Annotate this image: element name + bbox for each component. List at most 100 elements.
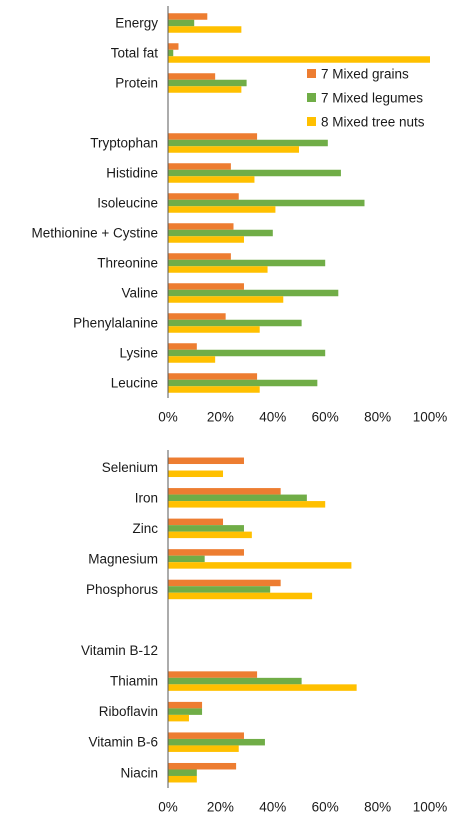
bar-8-mixed-tree-nuts-tryptophan — [168, 146, 299, 153]
category-label-magnesium: Magnesium — [88, 551, 158, 566]
bar-8-mixed-tree-nuts-phenylalanine — [168, 326, 260, 333]
category-label-niacin: Niacin — [120, 765, 158, 780]
category-label-total-fat: Total fat — [111, 46, 159, 61]
bar-8-mixed-tree-nuts-thiamin — [168, 684, 357, 691]
bar-8-mixed-tree-nuts-niacin — [168, 775, 197, 783]
bar-8-mixed-tree-nuts-selenium — [168, 470, 224, 478]
bar-7-mixed-grains-thiamin — [168, 671, 258, 678]
bar-7-mixed-grains-leucine — [168, 373, 258, 380]
bar-8-mixed-tree-nuts-zinc — [168, 531, 252, 539]
category-label-thiamin: Thiamin — [110, 674, 158, 689]
bar-7-mixed-legumes-vitamin-b-6 — [168, 738, 265, 746]
chart-bottom-minerals-vitamins: Selenium Iron Zinc Magnesium Phosphorus Vitam… — [81, 450, 447, 815]
bar-7-mixed-legumes-niacin — [168, 769, 197, 776]
category-label-iron: Iron — [135, 490, 158, 505]
bar-8-mixed-tree-nuts-valine — [168, 296, 284, 303]
x-tick-label: 100% — [413, 800, 448, 815]
category-label-valine: Valine — [121, 286, 158, 301]
bar-7-mixed-grains-selenium — [168, 457, 244, 465]
bar-7-mixed-grains-protein — [168, 73, 216, 80]
bar-8-mixed-tree-nuts-total-fat — [168, 56, 430, 63]
x-tick-label: 60% — [312, 800, 339, 815]
bar-7-mixed-grains-total-fat — [168, 43, 179, 50]
legend-swatch-7-mixed-legumes — [307, 93, 316, 102]
bar-7-mixed-legumes-zinc — [168, 525, 244, 532]
category-label-protein: Protein — [115, 76, 158, 91]
chart-top-macronutrients-amino-acids: Energy Total fat Protein Tryptophan Histidin… — [32, 6, 448, 425]
bar-8-mixed-tree-nuts-riboflavin — [168, 714, 189, 722]
bar-7-mixed-grains-vitamin-b-6 — [168, 732, 244, 739]
bar-8-mixed-tree-nuts-energy — [168, 26, 242, 33]
bar-7-mixed-legumes-phosphorus — [168, 586, 271, 593]
bar-7-mixed-legumes-histidine — [168, 169, 341, 177]
bar-7-mixed-legumes-energy — [168, 19, 195, 27]
bar-7-mixed-legumes-threonine — [168, 259, 326, 267]
bar-7-mixed-legumes-total-fat — [168, 49, 174, 57]
bar-7-mixed-grains-phosphorus — [168, 579, 281, 587]
x-tick-label: 20% — [207, 800, 234, 815]
bar-7-mixed-legumes-isoleucine — [168, 199, 365, 207]
bar-7-mixed-grains-threonine — [168, 253, 231, 260]
bar-7-mixed-legumes-methionine-cystine — [168, 229, 273, 237]
category-label-vitamin-b-6: Vitamin B-6 — [88, 735, 158, 750]
bar-7-mixed-legumes-valine — [168, 289, 339, 297]
x-tick-label: 0% — [158, 410, 178, 425]
x-tick-label: 40% — [259, 800, 286, 815]
category-label-selenium: Selenium — [102, 460, 158, 475]
x-tick-label: 60% — [312, 410, 339, 425]
bar-8-mixed-tree-nuts-magnesium — [168, 562, 352, 569]
bar-7-mixed-legumes-phenylalanine — [168, 319, 302, 327]
legend: 7 Mixed grains 7 Mixed legumes 8 Mixed tre… — [307, 67, 425, 130]
x-tick-label: 80% — [364, 410, 391, 425]
bar-7-mixed-legumes-riboflavin — [168, 708, 203, 715]
bar-7-mixed-grains-energy — [168, 13, 208, 20]
bar-8-mixed-tree-nuts-lysine — [168, 356, 216, 363]
bar-8-mixed-tree-nuts-histidine — [168, 176, 255, 183]
category-label-histidine: Histidine — [106, 166, 158, 181]
bar-7-mixed-grains-niacin — [168, 762, 237, 770]
bar-8-mixed-tree-nuts-leucine — [168, 386, 260, 393]
category-label-isoleucine: Isoleucine — [97, 196, 158, 211]
category-label-phenylalanine: Phenylalanine — [73, 316, 158, 331]
bar-7-mixed-grains-isoleucine — [168, 193, 239, 200]
x-tick-label: 80% — [364, 800, 391, 815]
bar-8-mixed-tree-nuts-vitamin-b-6 — [168, 745, 239, 752]
category-label-zinc: Zinc — [132, 521, 158, 536]
bar-7-mixed-grains-histidine — [168, 163, 231, 170]
bar-8-mixed-tree-nuts-protein — [168, 86, 242, 93]
category-label-threonine: Threonine — [97, 256, 158, 271]
category-label-riboflavin: Riboflavin — [99, 704, 158, 719]
bar-8-mixed-tree-nuts-isoleucine — [168, 206, 276, 213]
bar-8-mixed-tree-nuts-methionine-cystine — [168, 236, 244, 243]
bar-7-mixed-grains-iron — [168, 488, 281, 495]
x-tick-label: 40% — [259, 410, 286, 425]
bar-7-mixed-legumes-iron — [168, 494, 307, 502]
bar-7-mixed-grains-methionine-cystine — [168, 223, 234, 230]
legend-label-7-mixed-grains: 7 Mixed grains — [321, 67, 409, 82]
bar-7-mixed-legumes-protein — [168, 79, 247, 87]
x-tick-label: 0% — [158, 800, 178, 815]
bar-7-mixed-grains-phenylalanine — [168, 313, 226, 320]
bar-7-mixed-legumes-lysine — [168, 349, 326, 357]
legend-label-7-mixed-legumes: 7 Mixed legumes — [321, 91, 423, 106]
bar-7-mixed-legumes-tryptophan — [168, 139, 328, 147]
x-tick-label: 100% — [413, 410, 448, 425]
bar-7-mixed-grains-zinc — [168, 518, 224, 526]
category-label-phosphorus: Phosphorus — [86, 582, 158, 597]
legend-label-8-mixed-tree-nuts: 8 Mixed tree nuts — [321, 115, 425, 130]
bar-7-mixed-legumes-magnesium — [168, 555, 205, 563]
bar-7-mixed-grains-riboflavin — [168, 701, 203, 709]
category-label-energy: Energy — [115, 16, 158, 31]
category-label-tryptophan: Tryptophan — [90, 136, 158, 151]
category-label-methionine-cystine: Methionine + Cystine — [32, 226, 158, 241]
category-label-lysine: Lysine — [119, 346, 158, 361]
bar-7-mixed-grains-valine — [168, 283, 244, 290]
category-label-leucine: Leucine — [111, 376, 158, 391]
legend-swatch-7-mixed-grains — [307, 69, 316, 78]
bar-8-mixed-tree-nuts-threonine — [168, 266, 268, 273]
bar-7-mixed-grains-tryptophan — [168, 133, 258, 140]
bar-8-mixed-tree-nuts-iron — [168, 501, 326, 508]
x-tick-label: 20% — [207, 410, 234, 425]
legend-swatch-8-mixed-tree-nuts — [307, 117, 316, 126]
